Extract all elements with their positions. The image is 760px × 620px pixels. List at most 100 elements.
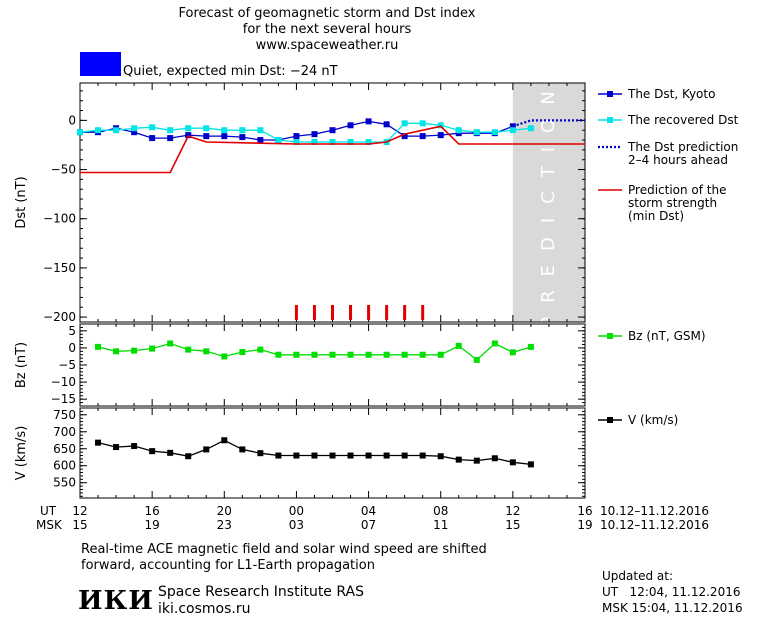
data-point xyxy=(203,133,210,140)
data-point xyxy=(275,452,282,459)
iki-logo: ИКИ xyxy=(78,586,154,616)
data-point xyxy=(365,118,372,125)
data-point xyxy=(401,120,408,127)
data-point xyxy=(329,139,336,146)
updated-ut: UT 12:04, 11.12.2016 xyxy=(602,585,741,599)
panel-1: PREDICTION 0 −50 −100 −150 −200 Dst (nT) The Ds… xyxy=(14,77,739,327)
data-point xyxy=(185,125,192,132)
data-point xyxy=(113,127,120,134)
data-point xyxy=(203,125,210,132)
data-point xyxy=(455,456,462,463)
data-point xyxy=(509,349,516,356)
data-point xyxy=(473,356,480,363)
ut-tick-label: 12 xyxy=(72,504,87,518)
ut-tick-label: 04 xyxy=(361,504,376,518)
data-point xyxy=(437,351,444,358)
legend-label: Bz (nT, GSM) xyxy=(628,329,706,343)
y-tick-label: 750 xyxy=(53,408,76,422)
data-point xyxy=(527,343,534,350)
data-point xyxy=(149,124,156,131)
institute-name: Space Research Institute RAS xyxy=(158,584,364,600)
footer-note-line-2: forward, accounting for L1-Earth propaga… xyxy=(81,558,375,573)
y-tick-label: 5 xyxy=(68,324,76,338)
data-point xyxy=(221,437,228,444)
data-point xyxy=(293,452,300,459)
msk-tick-label: 03 xyxy=(289,518,304,532)
chart-title-line-2: for the next several hours xyxy=(243,22,412,37)
chart-title-line-3: www.spaceweather.ru xyxy=(256,38,399,53)
legend-entry: Bz (nT, GSM) xyxy=(598,329,706,343)
data-point xyxy=(383,351,390,358)
time-axis-labels: UT MSK 10.12–11.12.2016 10.12–11.12.2016… xyxy=(36,504,709,532)
legend-marker xyxy=(607,333,613,339)
institute-site[interactable]: iki.cosmos.ru xyxy=(158,601,251,617)
data-point xyxy=(77,129,83,136)
data-point xyxy=(527,461,534,468)
ut-tick-label: 00 xyxy=(289,504,304,518)
legend-label: (min Dst) xyxy=(628,209,684,223)
updated-label: Updated at: xyxy=(602,569,673,583)
panel-3: 750 700 650 600 550 V (km/s) V (km/s) xyxy=(14,407,678,499)
data-point xyxy=(437,122,444,129)
data-point xyxy=(95,127,102,134)
series-line xyxy=(512,119,585,128)
data-point xyxy=(221,133,228,140)
data-point xyxy=(455,127,462,134)
data-point xyxy=(365,139,372,146)
updated-msk: MSK 15:04, 11.12.2016 xyxy=(602,601,743,615)
y-axis-label: Dst (nT) xyxy=(14,176,29,228)
data-point xyxy=(491,455,498,462)
data-point xyxy=(491,340,498,347)
msk-tick-label: 15 xyxy=(505,518,520,532)
series-line xyxy=(97,439,531,466)
y-tick-label: −10 xyxy=(51,375,76,389)
data-point xyxy=(419,120,426,127)
data-point xyxy=(131,443,138,450)
data-point xyxy=(167,135,174,142)
legend-label: 2–4 hours ahead xyxy=(628,153,728,167)
msk-tick-label: 15 xyxy=(72,518,87,532)
data-point xyxy=(347,351,354,358)
legend-label: storm strength xyxy=(628,196,717,210)
data-point xyxy=(401,452,408,459)
data-point xyxy=(257,137,264,144)
data-point xyxy=(149,135,156,142)
data-point xyxy=(491,129,498,136)
msk-label: MSK xyxy=(36,518,63,532)
panel-2: 5 0 −5 −10 −15 Bz (nT) Bz (nT, GSM) xyxy=(14,323,706,407)
data-point xyxy=(473,129,480,136)
legend-marker xyxy=(607,417,613,423)
data-point xyxy=(167,449,174,456)
data-point xyxy=(527,125,534,132)
data-point xyxy=(95,439,102,446)
y-tick-label: −200 xyxy=(43,310,76,324)
data-point xyxy=(239,446,246,453)
legend-label: Prediction of the xyxy=(628,183,727,197)
y-tick-label: 650 xyxy=(53,442,76,456)
y-tick-label: 0 xyxy=(68,341,76,355)
legend-marker xyxy=(607,91,613,97)
y-axis-label: Bz (nT) xyxy=(14,342,29,388)
data-point xyxy=(437,132,444,139)
data-point xyxy=(311,452,318,459)
legend-label: V (km/s) xyxy=(628,413,678,427)
data-point xyxy=(221,127,228,134)
ut-tick-label: 16 xyxy=(577,504,592,518)
legend-marker xyxy=(607,117,613,123)
y-axis-label: V (km/s) xyxy=(14,426,29,481)
ut-tick-label: 08 xyxy=(433,504,448,518)
data-point xyxy=(221,353,228,360)
data-point xyxy=(383,121,390,128)
legend-label: The recovered Dst xyxy=(627,113,739,127)
data-point xyxy=(149,448,156,455)
chart-header: Forecast of geomagnetic storm and Dst in… xyxy=(80,6,476,79)
data-point xyxy=(293,139,300,146)
panel-frame xyxy=(79,323,586,407)
ut-date-range: 10.12–11.12.2016 xyxy=(600,504,709,518)
data-point xyxy=(383,452,390,459)
msk-tick-label: 19 xyxy=(145,518,160,532)
data-point xyxy=(185,453,192,460)
data-point xyxy=(149,345,156,352)
data-point xyxy=(509,459,516,466)
